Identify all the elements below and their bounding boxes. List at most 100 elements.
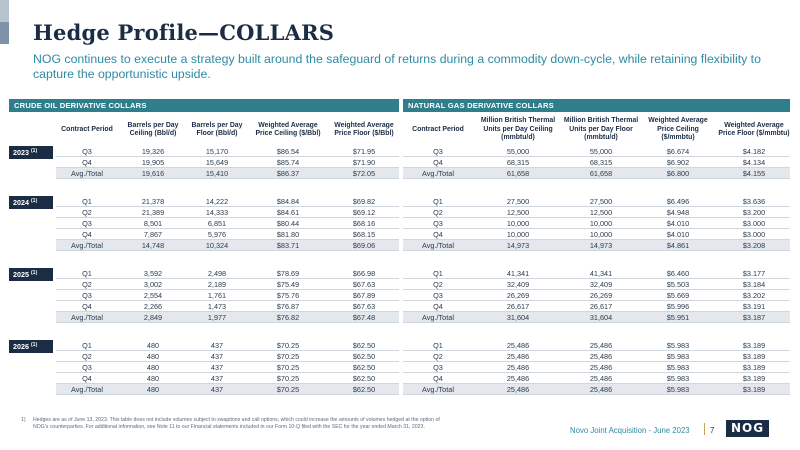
table-cell: $5.669 xyxy=(666,291,690,300)
table-cell: 14,222 xyxy=(205,197,229,206)
row-divider xyxy=(56,250,399,251)
table-cell: $5.983 xyxy=(666,352,690,361)
table-cell: $4.155 xyxy=(742,169,766,178)
table-cell: $66.98 xyxy=(352,269,376,278)
table-cell: 1,473 xyxy=(207,302,227,311)
footnote-ref: (1) xyxy=(31,148,38,154)
table-cell: 14,748 xyxy=(141,241,165,250)
table-cell: 10,324 xyxy=(205,241,229,250)
table-cell: Q1 xyxy=(82,269,92,278)
table-cell: Q2 xyxy=(433,352,443,361)
page-title: Hedge Profile—COLLARS xyxy=(33,20,335,45)
table-cell: Avg./Total xyxy=(71,385,103,394)
table-cell: 21,378 xyxy=(141,197,165,206)
table-cell: 480 xyxy=(146,352,160,361)
table-cell: 25,486 xyxy=(589,341,613,350)
row-divider xyxy=(56,322,399,323)
table-cell: 480 xyxy=(146,385,160,394)
table-cell: 26,617 xyxy=(506,302,530,311)
table-cell: Q2 xyxy=(82,280,92,289)
table-cell: Q4 xyxy=(433,374,443,383)
table-row: Q3 19,326 15,170 $86.54 $71.95 xyxy=(56,146,399,157)
footnote-text: Hedges are as of June 13, 2023. This tab… xyxy=(33,417,440,430)
year-text: 2024 xyxy=(13,198,29,207)
table-cell: $6.800 xyxy=(666,169,690,178)
total-row: Avg./Total 480 437 $70.25 $62.50 xyxy=(56,384,399,395)
oil-column-header: Weighted Average Price Ceiling ($/Bbl) xyxy=(255,121,321,138)
table-cell: $3.189 xyxy=(742,363,766,372)
row-divider xyxy=(403,300,790,301)
table-cell: $62.50 xyxy=(352,341,376,350)
year-label: 2024 (1) xyxy=(9,196,53,209)
table-cell: 68,315 xyxy=(506,158,530,167)
row-divider xyxy=(403,311,790,312)
row-divider xyxy=(56,350,399,351)
table-row: Q4 19,905 15,649 $85.74 $71.90 xyxy=(56,157,399,168)
table-row: Q3 10,000 10,000 $4.010 $3.000 xyxy=(403,218,790,229)
table-cell: 25,486 xyxy=(589,374,613,383)
table-cell: $69.82 xyxy=(352,197,376,206)
table-cell: $6.902 xyxy=(666,158,690,167)
table-cell: $3.189 xyxy=(742,341,766,350)
year-text: 2025 xyxy=(13,270,29,279)
table-cell: 31,604 xyxy=(506,313,530,322)
table-cell: 437 xyxy=(210,352,224,361)
table-cell: $70.25 xyxy=(276,385,300,394)
table-cell: 1,977 xyxy=(207,313,227,322)
table-cell: Q1 xyxy=(433,341,443,350)
table-cell: $78.69 xyxy=(276,269,300,278)
table-cell: $76.82 xyxy=(276,313,300,322)
table-row: Q3 55,000 55,000 $6.674 $4.182 xyxy=(403,146,790,157)
table-cell: Avg./Total xyxy=(71,241,103,250)
table-cell: 31,604 xyxy=(589,313,613,322)
table-row: Q1 41,341 41,341 $6.460 $3.177 xyxy=(403,268,790,279)
crude-oil-header: CRUDE OIL DERIVATIVE COLLARS xyxy=(9,99,399,112)
natural-gas-table: NATURAL GAS DERIVATIVE COLLARS Contract … xyxy=(403,99,790,409)
table-cell: $4.861 xyxy=(666,241,690,250)
gas-column-header: Million British Thermal Units per Day Fl… xyxy=(563,117,639,142)
table-cell: 1,761 xyxy=(207,291,227,300)
table-cell: $6.496 xyxy=(666,197,690,206)
table-row: Q4 25,486 25,486 $5.983 $3.189 xyxy=(403,373,790,384)
table-cell: $5.983 xyxy=(666,341,690,350)
oil-column-header: Barrels per Day Floor (Bbl/d) xyxy=(191,121,243,138)
table-cell: 437 xyxy=(210,341,224,350)
year-text: 2026 xyxy=(13,342,29,351)
table-cell: 41,341 xyxy=(506,269,530,278)
table-cell: 55,000 xyxy=(506,147,530,156)
table-cell: 25,486 xyxy=(506,385,530,394)
table-cell: Avg./Total xyxy=(71,313,103,322)
table-cell: 5,976 xyxy=(207,230,227,239)
table-cell: $75.49 xyxy=(276,280,300,289)
row-divider xyxy=(403,206,790,207)
table-cell: $5.996 xyxy=(666,302,690,311)
row-divider xyxy=(56,383,399,384)
table-cell: 25,486 xyxy=(506,363,530,372)
table-cell: $3.184 xyxy=(742,280,766,289)
natural-gas-header: NATURAL GAS DERIVATIVE COLLARS xyxy=(403,99,790,112)
table-cell: $83.71 xyxy=(276,241,300,250)
table-cell: $3.189 xyxy=(742,385,766,394)
row-divider xyxy=(403,167,790,168)
table-cell: $70.25 xyxy=(276,374,300,383)
table-cell: Q2 xyxy=(82,208,92,217)
table-cell: Q2 xyxy=(433,208,443,217)
table-row: Q4 2,266 1,473 $76.87 $67.63 xyxy=(56,301,399,312)
row-divider xyxy=(56,228,399,229)
table-cell: 32,409 xyxy=(506,280,530,289)
table-cell: $70.25 xyxy=(276,341,300,350)
row-divider xyxy=(403,372,790,373)
row-divider xyxy=(56,206,399,207)
table-cell: 10,000 xyxy=(589,219,613,228)
row-divider xyxy=(403,383,790,384)
table-cell: 14,333 xyxy=(205,208,229,217)
table-cell: $62.50 xyxy=(352,352,376,361)
table-cell: 15,410 xyxy=(205,169,229,178)
table-cell: $84.84 xyxy=(276,197,300,206)
table-cell: 19,905 xyxy=(141,158,165,167)
gas-column-header: Million British Thermal Units per Day Ce… xyxy=(480,117,556,142)
gas-column-header: Weighted Average Price Ceiling ($/mmbtu) xyxy=(648,117,708,142)
table-cell: $4.010 xyxy=(666,230,690,239)
table-row: Q2 25,486 25,486 $5.983 $3.189 xyxy=(403,351,790,362)
table-cell: $72.05 xyxy=(352,169,376,178)
